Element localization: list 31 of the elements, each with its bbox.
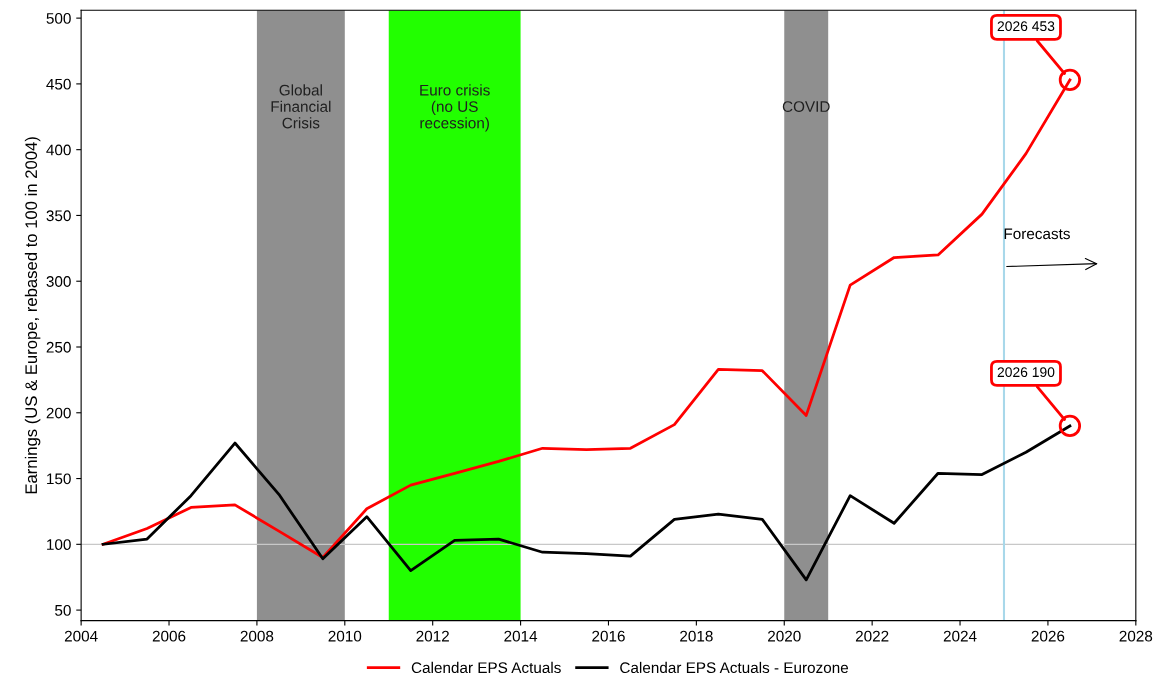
x-tick-label: 2016 [592,630,625,642]
x-tick-label: 2018 [680,630,713,642]
x-tick-label: 2012 [416,630,449,642]
y-tick-label: 250 [46,341,71,353]
x-tick-label: 2022 [855,630,889,642]
y-tick-label: 400 [46,144,71,156]
y-tick-label: 50 [55,604,71,616]
y-tick-label: 300 [46,276,71,287]
annotation: Forecasts [1004,228,1070,240]
x-tick-label: 2004 [64,630,98,642]
x-tick-label: 2010 [328,630,362,642]
y-tick-label: 150 [47,473,71,485]
legend-label: Calendar EPS Actuals [411,661,561,674]
x-tick-label: 2024 [943,630,977,642]
x-tick-label: 2006 [152,630,186,642]
band-label: Global Financial Crisis [271,84,331,129]
x-tick-label: 2014 [504,630,538,642]
band-label: Euro crisis (no US recession) [420,84,490,132]
legend-label: Calendar EPS Actuals - Eurozone [620,661,849,674]
x-tick-label: 2026 [1031,630,1065,642]
x-tick-label: 2028 [1119,630,1153,642]
annotation: 2026 190 [997,367,1055,378]
y-tick-label: 500 [46,12,71,24]
y-axis-title: Earnings (US & Europe, rebased to 100 in 2004) [24,137,41,494]
y-tick-label: 100 [47,539,71,551]
y-tick-label: 350 [46,210,71,222]
x-tick-label: 2008 [240,630,274,642]
x-tick-label: 2020 [768,630,801,642]
y-tick-label: 450 [46,78,71,90]
y-tick-label: 200 [46,407,71,419]
annotation: 2026 453 [997,21,1055,32]
